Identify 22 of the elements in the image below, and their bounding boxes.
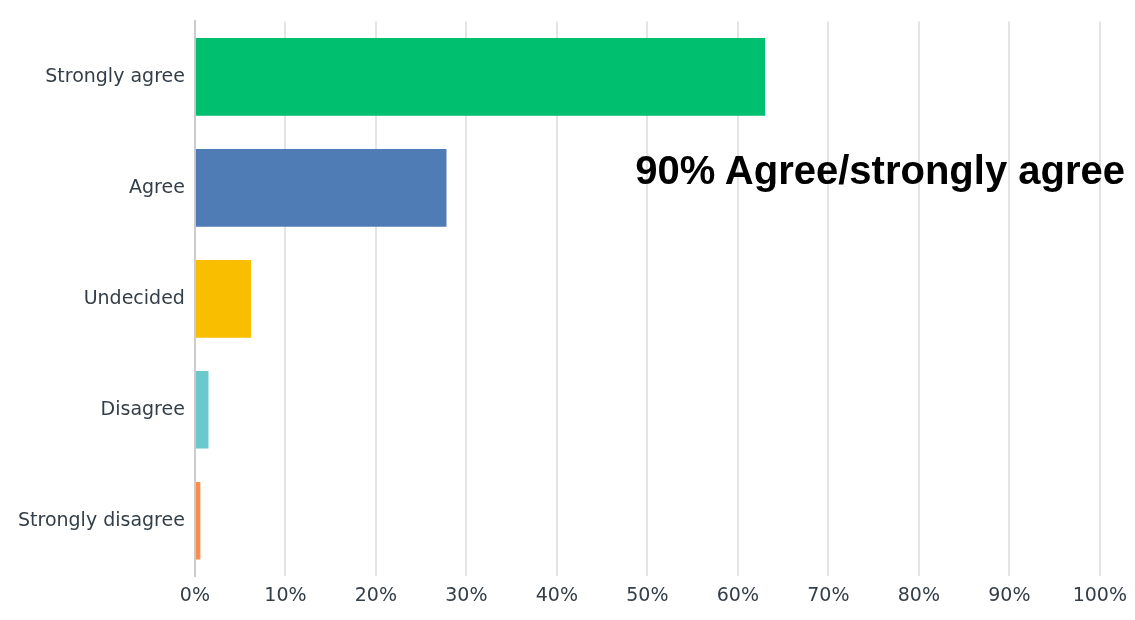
bar (195, 481, 201, 560)
x-tick-label: 30% (445, 582, 488, 605)
y-tick-label: Strongly agree (45, 63, 185, 86)
y-tick-label: Agree (129, 174, 185, 197)
x-tick-label: 80% (897, 582, 940, 605)
bar (195, 259, 252, 338)
y-tick-label: Undecided (83, 285, 185, 308)
x-tick-label: 100% (1072, 582, 1127, 605)
x-tick-label: 10% (264, 582, 307, 605)
x-tick-label: 0% (179, 582, 210, 605)
y-tick-label: Disagree (100, 396, 185, 419)
x-tick-label: 20% (354, 582, 398, 605)
y-tick-label: Strongly disagree (17, 507, 185, 530)
x-tick-label: 70% (807, 582, 850, 605)
x-tick-label: 60% (716, 582, 759, 605)
x-tick-label: 90% (988, 582, 1031, 605)
annotation: 90% Agree/strongly agree (635, 147, 1125, 192)
x-tick-label: 40% (535, 582, 578, 605)
x-tick-label: 50% (626, 582, 669, 605)
bar (195, 38, 766, 116)
bar (195, 149, 447, 227)
bar (195, 370, 209, 449)
